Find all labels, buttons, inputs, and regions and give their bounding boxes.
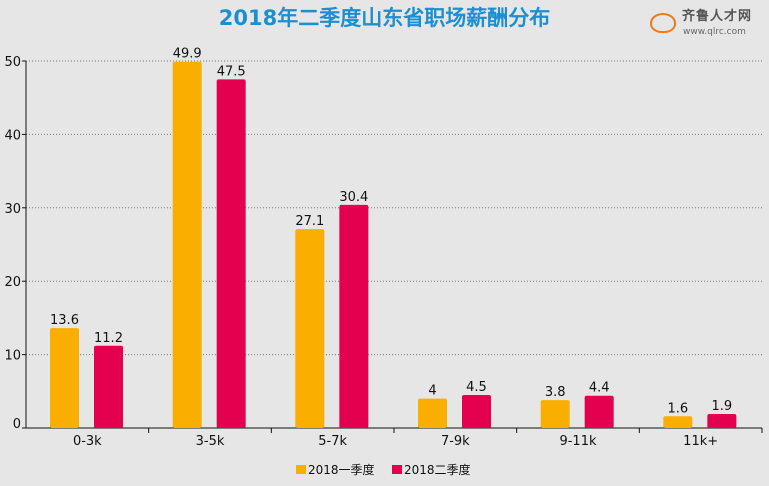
- qlrc-logo: 齐鲁人才网 www.qlrc.com: [650, 10, 765, 42]
- data-label: 3.8: [545, 385, 566, 400]
- data-label: 4.5: [466, 380, 487, 395]
- bar: [462, 394, 491, 428]
- y-tick-label: 10: [4, 349, 21, 364]
- logo-url: www.qlrc.com: [683, 27, 746, 37]
- x-tick-label: 3-5k: [196, 434, 225, 449]
- x-tick-label: 7-9k: [441, 434, 470, 449]
- y-tick-label: 0: [13, 417, 21, 432]
- x-tick-label: 9-11k: [559, 434, 597, 449]
- data-label: 49.9: [173, 47, 202, 62]
- logo-name: 齐鲁人才网: [682, 9, 753, 24]
- data-label: 47.5: [217, 64, 246, 79]
- y-tick-label: 20: [4, 275, 21, 290]
- legend-label: 2018二季度: [404, 462, 471, 477]
- bar: [663, 416, 693, 428]
- data-label: 30.4: [339, 190, 368, 205]
- data-label: 4: [428, 384, 436, 399]
- x-tick-label: 0-3k: [73, 434, 102, 449]
- data-label: 13.6: [50, 313, 79, 328]
- bar: [418, 398, 447, 428]
- data-label: 11.2: [94, 331, 123, 346]
- bar: [94, 345, 123, 428]
- data-label: 1.6: [667, 401, 688, 416]
- x-tick-label: 11k+: [683, 434, 718, 449]
- bar: [339, 204, 369, 428]
- bar: [707, 414, 737, 428]
- bar: [540, 400, 570, 428]
- legend-label: 2018一季度: [308, 462, 375, 477]
- y-tick-label: 40: [4, 128, 21, 143]
- bar: [50, 328, 79, 428]
- legend-swatch: [392, 465, 402, 474]
- bar: [216, 79, 246, 428]
- chart-title: 2018年二季度山东省职场薪酬分布: [218, 6, 551, 30]
- bar: [172, 61, 202, 428]
- x-tick-label: 5-7k: [318, 434, 347, 449]
- frog-logo-icon: [650, 13, 676, 33]
- data-label: 1.9: [711, 399, 732, 414]
- bar: [295, 229, 325, 428]
- legend-swatch: [296, 465, 306, 474]
- y-tick-label: 50: [4, 55, 21, 70]
- data-label: 27.1: [295, 214, 324, 229]
- y-tick-label: 30: [4, 202, 21, 217]
- bar: [584, 395, 614, 428]
- data-label: 4.4: [589, 381, 610, 396]
